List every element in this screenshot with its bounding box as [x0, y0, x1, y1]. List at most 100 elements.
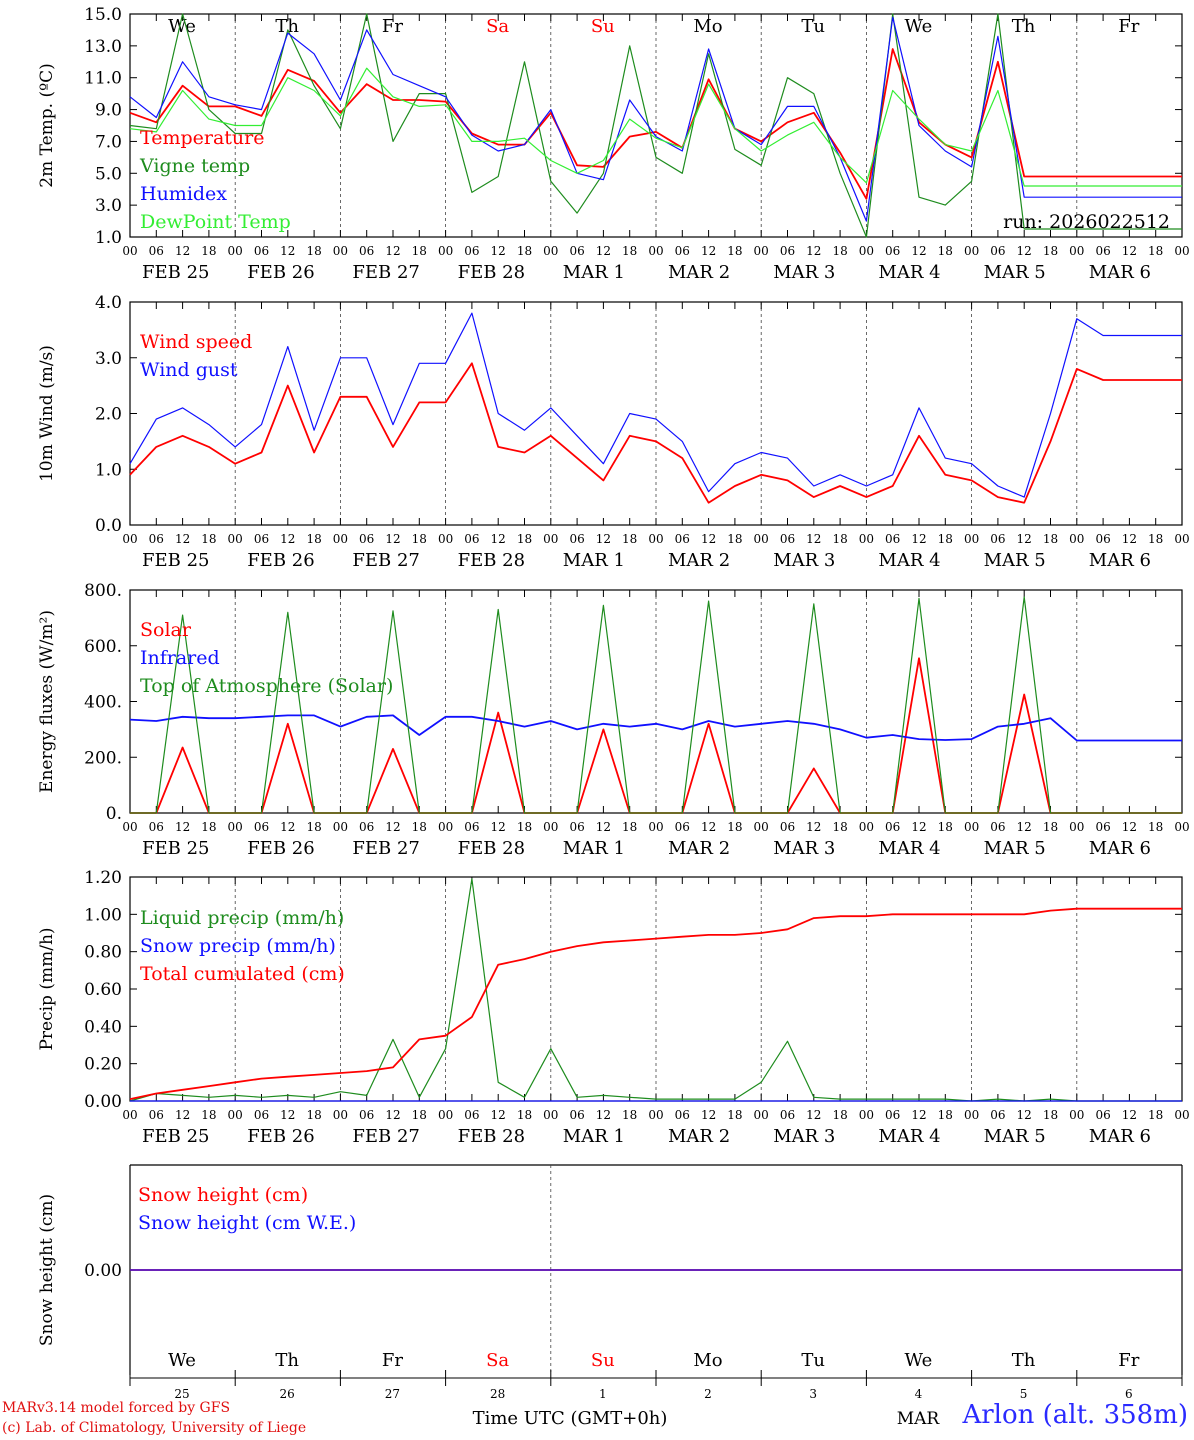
date-label: FEB 25: [142, 550, 209, 571]
y-tick-label: 4.0: [95, 293, 122, 313]
date-label: MAR 2: [668, 1126, 730, 1147]
x-axis-title: Time UTC (GMT+0h): [473, 1408, 668, 1429]
y-tick-label: 13.0: [84, 37, 122, 57]
hour-tick-label: 12: [280, 1108, 295, 1122]
weekday-label: Fr: [382, 1350, 403, 1371]
y-tick-label: 0.20: [84, 1055, 122, 1075]
hour-tick-label: 12: [806, 820, 821, 834]
credit-model: MARv3.14 model forced by GFS: [2, 1400, 231, 1416]
hour-tick-label: 06: [464, 532, 479, 546]
hour-tick-label: 12: [491, 1108, 506, 1122]
hour-tick-label: 06: [1095, 532, 1110, 546]
hour-tick-label: 12: [911, 1108, 926, 1122]
hour-tick-label: 00: [333, 820, 348, 834]
hour-tick-label: 06: [149, 1108, 164, 1122]
date-label: FEB 26: [247, 838, 314, 859]
hour-tick-label: 00: [648, 820, 663, 834]
hour-tick-label: 00: [1069, 532, 1084, 546]
hour-tick-label: 00: [648, 532, 663, 546]
hour-tick-label: 06: [990, 244, 1005, 258]
hour-tick-label: 06: [780, 532, 795, 546]
date-label: MAR 6: [1089, 838, 1151, 859]
weekday-label: Su: [591, 1350, 615, 1371]
hour-tick-label: 06: [569, 820, 584, 834]
hour-tick-label: 12: [1122, 820, 1137, 834]
y-axis-label: 2m Temp. (ºC): [37, 63, 57, 188]
date-label: MAR 3: [773, 550, 835, 571]
legend-label: Snow precip (mm/h): [140, 935, 336, 957]
hour-tick-label: 18: [201, 532, 216, 546]
hour-tick-label: 00: [754, 244, 769, 258]
hour-tick-label: 00: [964, 820, 979, 834]
y-tick-label: 200.: [84, 748, 122, 768]
hour-tick-label: 06: [990, 1108, 1005, 1122]
hour-tick-label: 12: [1122, 244, 1137, 258]
hour-tick-label: 18: [727, 820, 742, 834]
hour-tick-label: 06: [569, 532, 584, 546]
hour-tick-label: 06: [359, 1108, 374, 1122]
hour-tick-label: 18: [622, 820, 637, 834]
hour-tick-label: 06: [254, 820, 269, 834]
hour-tick-label: 06: [1095, 1108, 1110, 1122]
hour-tick-label: 12: [911, 820, 926, 834]
weekday-label: Fr: [1118, 16, 1139, 37]
hour-tick-label: 00: [438, 1108, 453, 1122]
hour-tick-label: 12: [385, 532, 400, 546]
day-number-label: 1: [599, 1387, 607, 1401]
hour-tick-label: 18: [727, 1108, 742, 1122]
hour-tick-label: 06: [675, 244, 690, 258]
hour-tick-label: 00: [964, 244, 979, 258]
hour-tick-label: 00: [1069, 1108, 1084, 1122]
date-label: MAR 1: [563, 550, 625, 571]
hour-tick-label: 18: [727, 532, 742, 546]
hour-tick-label: 12: [280, 820, 295, 834]
hour-tick-label: 12: [596, 244, 611, 258]
hour-tick-label: 12: [1017, 1108, 1032, 1122]
date-label: MAR 2: [668, 262, 730, 283]
date-label: MAR 5: [984, 550, 1046, 571]
date-label: MAR 5: [984, 1126, 1046, 1147]
series-total-cumulated-cm: [129, 907, 1182, 1100]
hour-tick-label: 06: [149, 244, 164, 258]
run-label: run: 2026022512: [1003, 211, 1170, 233]
hour-tick-label: 18: [306, 1108, 321, 1122]
hour-tick-label: 12: [701, 532, 716, 546]
hour-tick-label: 06: [675, 820, 690, 834]
series-wind-speed: [129, 362, 1182, 504]
hour-tick-label: 00: [1069, 820, 1084, 834]
date-label: MAR 5: [984, 838, 1046, 859]
series-infrared: [129, 714, 1182, 742]
hour-tick-label: 00: [754, 532, 769, 546]
hour-tick-label: 18: [1148, 244, 1163, 258]
hour-tick-label: 00: [859, 532, 874, 546]
y-tick-label: 800.: [84, 581, 122, 601]
hour-tick-label: 18: [832, 244, 847, 258]
series-top-of-atmosphere-solar: [130, 596, 1182, 814]
hour-tick-label: 18: [1043, 244, 1058, 258]
weekday-label: Sa: [486, 16, 509, 37]
hour-tick-label: 00: [333, 1108, 348, 1122]
y-tick-label: 0.40: [84, 1017, 122, 1037]
hour-tick-label: 12: [806, 1108, 821, 1122]
date-label: FEB 28: [458, 550, 525, 571]
hour-tick-label: 12: [596, 820, 611, 834]
legend-label: Vigne temp: [139, 155, 250, 177]
weekday-label: Tu: [801, 1350, 825, 1371]
weekday-label: We: [168, 1350, 196, 1371]
hour-tick-label: 18: [517, 532, 532, 546]
hour-tick-label: 12: [701, 820, 716, 834]
date-label: MAR 4: [878, 550, 940, 571]
hour-tick-label: 12: [175, 1108, 190, 1122]
hour-tick-label: 18: [517, 244, 532, 258]
series-temperature: [129, 48, 1182, 200]
hour-tick-label: 06: [569, 244, 584, 258]
date-label: FEB 26: [247, 1126, 314, 1147]
hour-tick-label: 00: [754, 820, 769, 834]
hour-tick-label: 12: [1017, 820, 1032, 834]
hour-tick-label: 00: [228, 532, 243, 546]
day-number-label: 25: [174, 1387, 189, 1401]
hour-tick-label: 00: [859, 820, 874, 834]
day-number-label: 4: [915, 1387, 923, 1401]
y-tick-label: 9.0: [95, 101, 122, 121]
hour-tick-label: 00: [543, 820, 558, 834]
